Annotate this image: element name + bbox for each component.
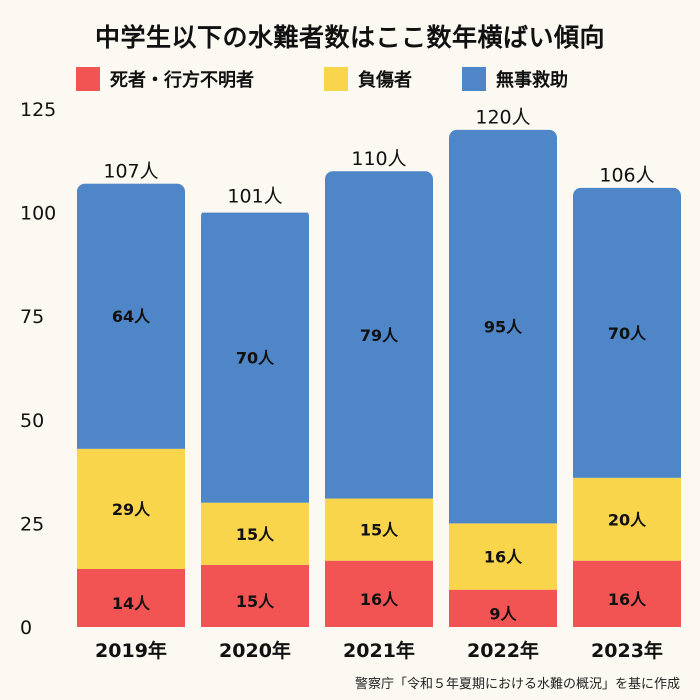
x-tick-label: 2021年 [343,639,415,662]
segment-value-label: 16人 [608,590,647,609]
bar-segment [325,171,433,499]
bar-segment [573,560,681,627]
bar-segment [573,187,681,478]
segment-value-label: 64人 [112,307,151,326]
bar-segment [77,183,185,449]
total-value-label: 101人 [227,185,282,207]
y-tick-label: 100 [20,203,56,225]
x-tick-label: 2023年 [591,639,663,662]
legend-item-injured: 負傷者 [324,66,412,92]
x-tick-label: 2019年 [95,639,167,662]
segment-value-label: 15人 [360,521,399,540]
total-value-label: 107人 [103,161,158,183]
total-value-label: 110人 [351,148,406,170]
y-tick-label: 125 [20,99,56,121]
bar-segment [201,502,309,565]
legend-swatch-dead-missing [76,67,100,91]
segment-value-label: 70人 [608,324,647,343]
segment-value-label: 20人 [608,510,647,529]
bar-segment [77,568,185,627]
bar-segment [77,448,185,569]
legend-item-rescued: 無事救助 [462,66,568,92]
bar-segment [325,560,433,627]
y-tick-label: 0 [20,617,32,639]
bar-segment [449,129,557,524]
total-value-label: 120人 [475,107,530,129]
bar-segment [449,589,557,627]
x-tick-label: 2022年 [467,639,539,662]
bar-segment [449,523,557,590]
segment-value-label: 79人 [360,326,399,345]
segment-value-label: 70人 [236,349,275,368]
legend-swatch-rescued [462,67,486,91]
legend-swatch-injured [324,67,348,91]
legend-item-dead-missing: 死者・行方不明者 [76,66,254,92]
segment-value-label: 15人 [236,525,275,544]
bar-segment [573,477,681,561]
y-tick-label: 75 [20,306,44,328]
bar-segment [201,564,309,627]
segment-value-label: 16人 [484,548,523,567]
segment-value-label: 14人 [112,594,151,613]
segment-value-label: 15人 [236,592,275,611]
chart-title: 中学生以下の水難者数はここ数年横ばい傾向 [94,23,605,52]
bar-segment [325,498,433,561]
total-value-label: 106人 [599,165,654,187]
y-tick-label: 25 [20,513,44,535]
segment-value-label: 9人 [489,604,517,623]
legend: 死者・行方不明者 負傷者 無事救助 [76,66,676,92]
legend-label-rescued: 無事救助 [496,70,568,91]
x-tick-label: 2020年 [219,639,291,662]
legend-label-dead-missing: 死者・行方不明者 [110,70,254,91]
segment-value-label: 29人 [112,500,151,519]
y-tick-label: 50 [20,410,44,432]
bar-segment [201,212,309,503]
source-note: 警察庁「令和５年夏期における水難の概況」を基に作成 [354,677,680,692]
segment-value-label: 16人 [360,590,399,609]
legend-label-injured: 負傷者 [358,70,412,91]
segment-value-label: 95人 [484,318,523,337]
